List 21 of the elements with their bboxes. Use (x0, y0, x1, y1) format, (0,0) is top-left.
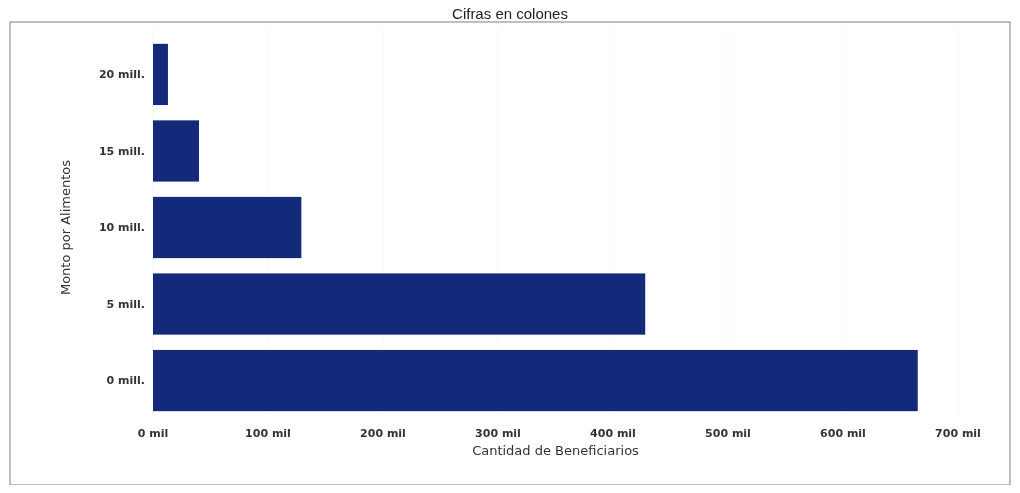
x-axis-title: Cantidad de Beneficiarios (472, 443, 640, 458)
x-tick-label: 300 mil (475, 427, 521, 440)
x-tick-label: 0 mil (137, 427, 169, 440)
y-axis-title: Monto por Alimentos (58, 159, 73, 296)
x-tick-label: 700 mil (935, 427, 981, 440)
x-tick-label: 500 mil (705, 427, 751, 440)
y-tick-label: 10 mill. (98, 221, 145, 235)
bar (153, 43, 168, 106)
y-tick-label: 15 mill. (98, 144, 145, 158)
y-tick-label: 0 mill. (106, 374, 145, 388)
x-tick-label: 100 mil (245, 427, 291, 440)
x-tick-label: 200 mil (360, 427, 406, 440)
y-tick-label: 20 mill. (98, 68, 145, 82)
bar (153, 273, 646, 335)
chart-title: Cifras en colones (452, 5, 568, 22)
bar (153, 120, 199, 182)
bar (153, 349, 918, 412)
y-tick-label: 5 mill. (106, 297, 145, 311)
bar (153, 196, 302, 259)
x-tick-label: 400 mil (590, 427, 636, 440)
x-tick-label: 600 mil (820, 427, 866, 440)
